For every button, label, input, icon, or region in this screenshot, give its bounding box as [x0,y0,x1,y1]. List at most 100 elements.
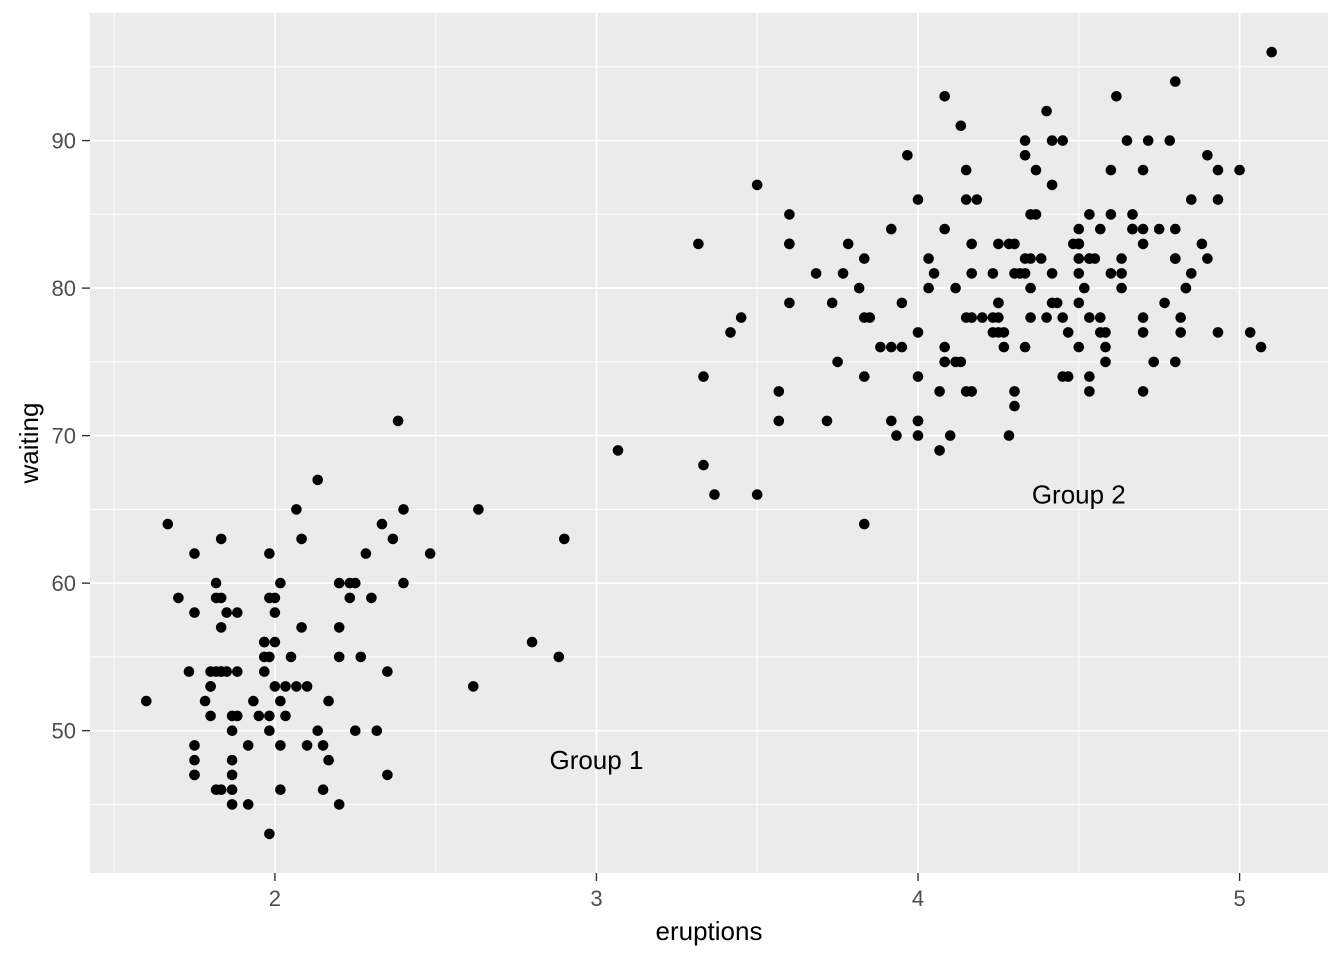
data-point [296,622,307,633]
data-point [859,518,870,530]
data-point [226,725,238,736]
data-point [960,194,972,205]
data-point [275,740,286,751]
data-point [323,754,334,766]
data-point [1244,327,1256,338]
data-point [232,607,243,618]
data-point [1212,164,1224,176]
axis-tick-labels: 2 3 4 5 50 60 70 80 90 [52,129,1246,911]
data-point [382,769,393,781]
data-point [1186,194,1197,205]
data-point [210,592,222,604]
data-point [264,651,275,663]
data-point [264,548,275,559]
data-point [360,548,372,559]
data-point [1025,312,1036,323]
data-point [312,474,324,486]
data-point [1019,268,1031,279]
data-point [355,651,367,663]
data-point [1137,164,1149,176]
data-point [1009,386,1020,397]
data-point [955,120,967,132]
data-point [993,297,1004,309]
data-point [344,592,356,604]
annotation-label: Group 2 [1032,480,1126,510]
data-point [1186,268,1197,279]
data-point [934,445,945,456]
data-point [698,371,709,382]
data-point [269,636,281,648]
data-point [993,238,1004,250]
data-point [998,341,1010,353]
data-point [886,341,897,353]
data-point [875,341,886,353]
data-point [1121,135,1133,146]
data-point [998,327,1010,338]
data-point [296,533,307,545]
data-point [275,577,286,589]
x-axis-title: eruptions [656,916,763,946]
data-point [1084,253,1095,264]
data-point [1116,253,1127,264]
data-point [1100,356,1111,368]
annotations: Group 1 Group 2 [549,480,1125,776]
data-point [232,710,243,722]
data-point [259,636,270,648]
data-point [987,268,999,279]
data-point [1137,238,1149,250]
data-point [392,415,404,427]
data-point [221,666,232,677]
data-point [291,504,302,515]
data-point [912,194,924,205]
data-point [1003,238,1015,250]
data-point [1073,268,1085,279]
data-point [1100,327,1111,338]
data-point [912,327,924,338]
data-point [842,238,854,250]
data-point [317,784,329,795]
data-point [939,223,950,235]
data-point [1127,223,1138,235]
data-point [939,341,950,353]
y-tick-label: 50 [52,719,76,744]
data-point [269,681,281,692]
data-point [751,179,763,191]
data-point [1127,209,1138,220]
data-point [1062,371,1074,382]
data-point [468,681,479,692]
y-tick-label: 70 [52,424,76,449]
data-point [205,710,216,722]
data-point [199,695,211,707]
data-point [971,194,983,205]
data-point [1111,91,1122,102]
data-point [1196,238,1208,250]
data-point [886,223,897,235]
data-point [371,725,383,736]
data-points [141,46,1277,840]
data-point [333,799,345,810]
data-point [612,445,624,456]
data-point [859,253,870,264]
data-point [189,769,200,781]
y-tick-label: 90 [52,129,76,154]
data-point [1030,209,1042,220]
panel-background [90,13,1328,873]
data-point [264,710,275,722]
data-point [1073,223,1085,235]
data-point [221,607,232,618]
data-point [1009,400,1020,412]
data-point [1153,223,1165,235]
data-point [1095,312,1106,323]
data-point [1025,282,1036,294]
data-point [784,209,795,220]
data-point [1175,327,1186,338]
data-point [376,518,388,530]
data-point [1116,268,1127,279]
data-point [275,784,286,795]
data-point [1105,164,1117,176]
data-point [891,430,902,441]
data-point [1137,223,1149,235]
data-point [205,681,216,692]
